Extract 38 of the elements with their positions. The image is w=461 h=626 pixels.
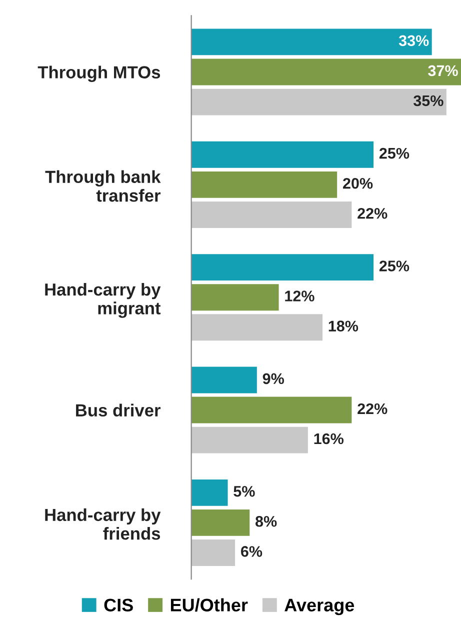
bar xyxy=(191,509,250,536)
bar xyxy=(191,540,236,566)
data-label: 25% xyxy=(379,260,410,272)
data-label: 37% xyxy=(428,65,458,76)
data-label: 16% xyxy=(314,433,344,444)
bar xyxy=(191,479,228,506)
data-label: 5% xyxy=(234,486,255,497)
data-label: 18% xyxy=(328,320,358,332)
bar xyxy=(191,396,352,424)
legend-label: Average xyxy=(284,598,354,616)
data-label: 22% xyxy=(358,208,388,219)
legend-label: EU/Other xyxy=(170,598,248,612)
bar xyxy=(191,28,432,56)
bar xyxy=(191,366,257,394)
y-tick-label: Bus driver xyxy=(76,404,160,416)
data-label: 35% xyxy=(414,95,444,106)
bar xyxy=(191,88,446,116)
legend-label: CIS xyxy=(104,598,133,612)
data-label: 22% xyxy=(358,403,388,414)
data-label: 8% xyxy=(256,516,277,527)
y-tick-label: Hand-carry by migrant xyxy=(45,282,161,318)
data-label: 12% xyxy=(285,290,314,302)
bar xyxy=(191,314,323,341)
data-label: 6% xyxy=(241,546,262,557)
data-label: 33% xyxy=(398,35,429,46)
data-label: 20% xyxy=(343,178,373,189)
data-label: 25% xyxy=(379,148,410,159)
bar xyxy=(191,58,461,86)
y-tick-label: Through MTOs xyxy=(38,66,160,82)
y-tick-label: Through bank transfer xyxy=(45,170,161,202)
data-label: 9% xyxy=(262,373,284,384)
bar xyxy=(191,426,308,454)
y-tick-label: Hand-carry by friends xyxy=(45,508,161,540)
bar xyxy=(191,254,374,281)
bar xyxy=(191,171,338,198)
bar xyxy=(191,201,352,228)
bar xyxy=(191,284,279,311)
bar xyxy=(191,141,374,168)
